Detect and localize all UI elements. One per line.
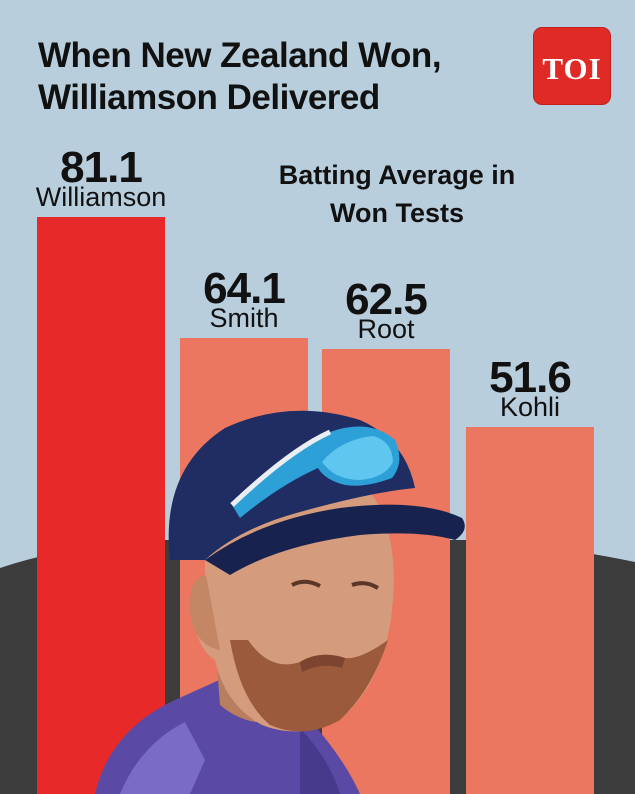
chart-subtitle-line-2: Won Tests bbox=[329, 198, 464, 228]
title-line-1: When New Zealand Won, bbox=[38, 36, 442, 75]
bar-kohli bbox=[466, 426, 594, 794]
bar-value-label: 81.1 bbox=[60, 143, 143, 192]
bar-williamson bbox=[37, 217, 165, 794]
bar-category-label: Smith bbox=[209, 302, 279, 333]
bar-value-label: 51.6 bbox=[489, 352, 572, 402]
bar-category-label: Kohli bbox=[499, 391, 561, 422]
title-line-2: Williamson Delivered bbox=[38, 78, 380, 117]
bar-category-label: Williamson bbox=[35, 182, 167, 212]
chart-subtitle-line-1: Batting Average in bbox=[278, 160, 516, 190]
bar-category-label: Root bbox=[357, 314, 415, 345]
logo-text: TOI bbox=[542, 51, 602, 86]
bar-value-label: 62.5 bbox=[345, 275, 428, 325]
bar-value-label: 64.1 bbox=[203, 263, 286, 313]
toi-logo: TOI bbox=[534, 28, 610, 104]
